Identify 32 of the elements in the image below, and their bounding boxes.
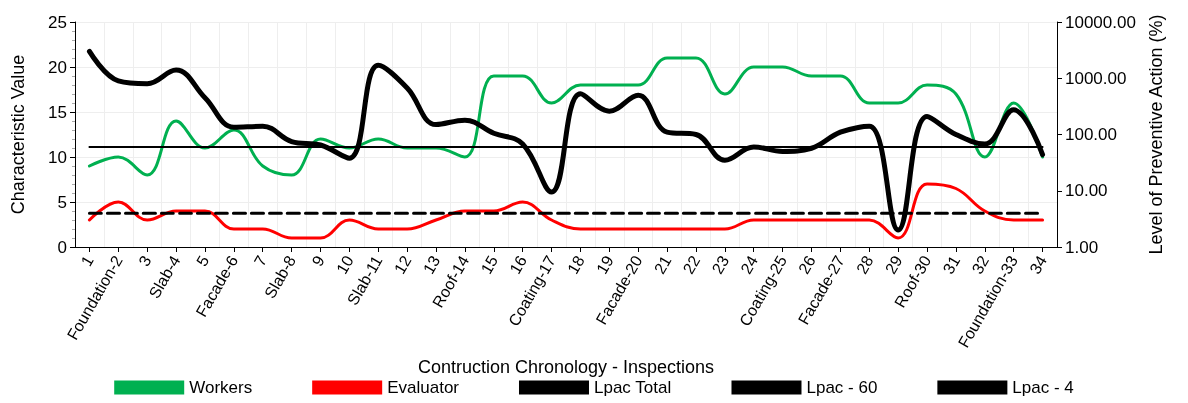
line-series	[87, 182, 1045, 240]
legend-label: Lpac - 4	[1012, 378, 1074, 397]
x-axis-title: Contruction Chronology - Inspections	[417, 356, 715, 377]
x-tick-label: 12	[390, 252, 415, 277]
y-tick-label: 15	[48, 102, 67, 122]
y-tick-label: 25	[48, 12, 67, 32]
x-tick-label: 23	[708, 252, 733, 277]
y-tick-label: 5	[57, 192, 67, 212]
x-tick-label: 3	[135, 252, 155, 269]
x-tick-label: 31	[939, 252, 964, 277]
x-tick-label: 22	[679, 252, 704, 277]
legend-label: Lpac Total	[593, 378, 672, 397]
y2-axis-title: Level of Preventive Action (%)	[1145, 14, 1166, 255]
y2-tick-label: 1000.00	[1065, 68, 1127, 88]
y-tick-label: 10	[48, 147, 67, 167]
y2-tick-label: 10.00	[1065, 181, 1108, 201]
y-tick-label: 20	[48, 57, 67, 77]
x-tick-label: 9	[308, 252, 328, 269]
y2-tick-label: 10000.00	[1065, 12, 1136, 32]
legend-label: Workers	[189, 378, 253, 397]
y2-tick-label: 1.00	[1065, 237, 1099, 257]
legend-label: Evaluator	[387, 378, 460, 397]
legend-label: Lpac - 60	[806, 378, 878, 397]
x-tick-label: 7	[250, 252, 271, 269]
x-tick-label: 28	[853, 252, 877, 277]
x-tick-label: 18	[564, 252, 588, 277]
y-tick-label: 0	[57, 237, 67, 257]
y-axis-title: Characteristic Value	[8, 54, 28, 215]
x-tick-label: 15	[477, 252, 502, 277]
x-tick-label: 34	[1026, 252, 1050, 277]
x-tick-label: 21	[650, 252, 675, 277]
y2-tick-label: 100.00	[1065, 125, 1117, 144]
